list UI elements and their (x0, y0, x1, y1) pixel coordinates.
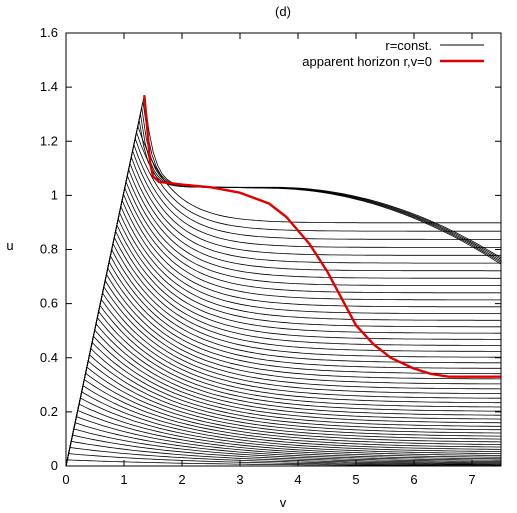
r-const-curve (65, 217, 501, 467)
r-const-curve (65, 323, 502, 467)
r-const-curve (65, 354, 501, 467)
r-const-curve (65, 310, 502, 467)
r-const-curve (65, 403, 502, 467)
y-axis-label: u (6, 238, 13, 253)
r-const-curve (65, 161, 501, 467)
y-tick-label: 1.6 (40, 25, 58, 40)
x-tick-label: 0 (62, 472, 69, 487)
r-const-curve (65, 292, 501, 467)
r-const-curve (65, 199, 501, 467)
r-const-curve (65, 397, 501, 467)
x-tick-label: 5 (352, 472, 359, 487)
r-const-curve (65, 316, 501, 467)
r-const-curves (65, 95, 502, 467)
y-tick-label: 0.6 (40, 296, 58, 311)
y-tick-label: 0 (51, 458, 58, 473)
y-tick-label: 0.8 (40, 242, 58, 257)
x-axis-label: v (280, 495, 287, 510)
r-const-curve (65, 422, 501, 467)
y-tick-label: 1.4 (40, 79, 58, 94)
r-const-curve (65, 174, 501, 467)
r-const-curve (65, 440, 501, 467)
y-tick-label: 1 (51, 187, 58, 202)
apparent-horizon-series (143, 95, 501, 378)
y-axis: 0 0.2 0.4 0.6 0.8 1 1.2 1.4 1.6 (40, 25, 501, 473)
r-const-curve (65, 180, 501, 467)
r-const-curve (65, 341, 501, 467)
r-const-curve (65, 242, 501, 467)
r-const-curve (65, 205, 501, 467)
r-const-curve (65, 254, 501, 467)
x-tick-label: 4 (294, 472, 301, 487)
r-const-curve (65, 236, 501, 467)
r-const-curve (65, 137, 501, 467)
r-const-curve (65, 385, 502, 467)
r-const-curve (65, 447, 501, 467)
r-const-curve (65, 248, 501, 467)
r-const-curve (65, 223, 501, 467)
r-const-curve (65, 428, 501, 467)
r-const-curve (65, 285, 501, 467)
y-tick-label: 0.4 (40, 350, 58, 365)
r-const-curve (65, 453, 501, 467)
r-const-curve (65, 168, 501, 467)
r-const-curve (65, 434, 501, 467)
r-const-curve (65, 459, 501, 467)
r-const-curve (65, 107, 502, 467)
y-tick-label: 1.2 (40, 133, 58, 148)
r-const-curve (65, 329, 502, 467)
x-axis: 0 1 2 3 4 5 6 7 (62, 33, 476, 487)
r-const-curve (65, 143, 501, 467)
x-tick-label: 6 (410, 472, 417, 487)
r-const-curve (65, 391, 502, 467)
r-const-curve (65, 409, 501, 467)
r-const-curve (65, 360, 502, 467)
r-const-curve (65, 416, 501, 467)
r-const-curve (65, 267, 501, 467)
r-const-curve (65, 347, 501, 467)
r-const-curve (65, 273, 501, 467)
r-const-curve (65, 130, 501, 467)
r-const-curve (65, 155, 501, 467)
r-const-curve (65, 335, 501, 467)
chart-title: (d) (275, 4, 291, 19)
r-const-curve (65, 372, 501, 467)
r-const-curve (65, 304, 501, 467)
legend-label-rconst: r=const. (385, 38, 432, 53)
r-const-curve (65, 298, 501, 467)
r-const-curve (65, 279, 502, 467)
r-const-curve (65, 260, 501, 467)
r-const-curve (65, 366, 502, 467)
x-tick-label: 1 (120, 472, 127, 487)
r-const-curve (65, 229, 501, 467)
r-const-curve (65, 124, 501, 467)
r-const-curve (65, 211, 501, 467)
r-const-curve (65, 192, 501, 467)
x-tick-label: 3 (236, 472, 243, 487)
apparent-horizon-line (143, 95, 501, 378)
legend: r=const. apparent horizon r,v=0 (302, 38, 484, 69)
x-tick-label: 7 (468, 472, 475, 487)
r-const-curve (65, 378, 501, 467)
legend-label-horizon: apparent horizon r,v=0 (302, 54, 432, 69)
x-tick-label: 2 (178, 472, 185, 487)
r-const-curve (65, 149, 501, 467)
r-const-curve (65, 186, 501, 467)
y-tick-label: 0.2 (40, 404, 58, 419)
